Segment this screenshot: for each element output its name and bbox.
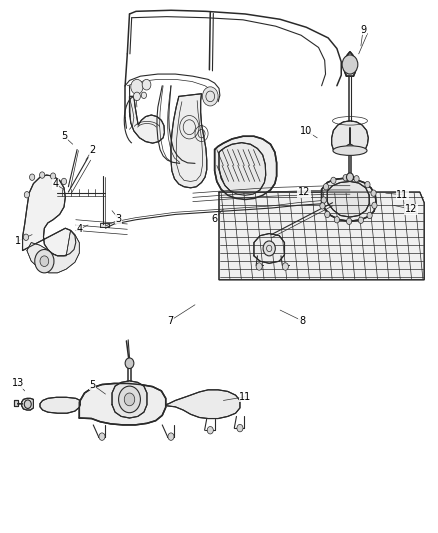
- Circle shape: [40, 256, 49, 266]
- Circle shape: [256, 263, 262, 270]
- Circle shape: [365, 181, 370, 188]
- Circle shape: [35, 249, 54, 273]
- Circle shape: [125, 358, 134, 368]
- Circle shape: [50, 173, 56, 179]
- Text: 11: 11: [239, 392, 251, 402]
- Circle shape: [23, 234, 28, 240]
- Circle shape: [321, 197, 326, 203]
- Circle shape: [61, 178, 67, 184]
- Circle shape: [358, 217, 364, 223]
- Circle shape: [372, 202, 377, 208]
- Circle shape: [99, 433, 105, 440]
- Circle shape: [346, 144, 354, 155]
- Circle shape: [124, 393, 135, 406]
- Polygon shape: [130, 96, 164, 143]
- Text: 11: 11: [396, 190, 409, 200]
- Circle shape: [325, 211, 330, 217]
- Circle shape: [237, 424, 243, 432]
- Text: 12: 12: [405, 204, 417, 214]
- Text: 3: 3: [116, 214, 122, 224]
- Text: 5: 5: [89, 379, 95, 390]
- Polygon shape: [219, 192, 424, 280]
- Polygon shape: [321, 178, 376, 221]
- Polygon shape: [171, 94, 207, 188]
- Polygon shape: [215, 136, 277, 199]
- Polygon shape: [327, 181, 369, 217]
- Text: 10: 10: [300, 126, 312, 136]
- Text: 8: 8: [299, 316, 305, 326]
- Circle shape: [346, 218, 352, 224]
- Ellipse shape: [333, 146, 367, 156]
- Circle shape: [134, 92, 141, 101]
- Circle shape: [168, 433, 174, 440]
- Polygon shape: [254, 233, 285, 263]
- Circle shape: [141, 92, 147, 99]
- Circle shape: [323, 183, 328, 190]
- Circle shape: [24, 400, 31, 408]
- Circle shape: [331, 177, 336, 183]
- Circle shape: [320, 203, 325, 209]
- Text: 9: 9: [360, 25, 366, 35]
- Circle shape: [342, 55, 358, 74]
- Circle shape: [354, 175, 359, 182]
- Circle shape: [346, 173, 353, 181]
- Text: 4: 4: [76, 224, 82, 235]
- Circle shape: [367, 212, 372, 219]
- Circle shape: [39, 172, 45, 178]
- Circle shape: [207, 426, 213, 434]
- Circle shape: [343, 174, 348, 181]
- Text: 4: 4: [52, 179, 58, 189]
- Text: 13: 13: [12, 378, 24, 389]
- Circle shape: [119, 386, 141, 413]
- Polygon shape: [344, 52, 356, 76]
- Polygon shape: [79, 383, 166, 425]
- Polygon shape: [332, 121, 368, 152]
- Circle shape: [24, 191, 29, 198]
- Circle shape: [29, 174, 35, 180]
- Text: 7: 7: [167, 316, 173, 326]
- Polygon shape: [112, 381, 147, 418]
- Text: 6: 6: [212, 214, 218, 224]
- Circle shape: [371, 190, 376, 196]
- Polygon shape: [219, 143, 266, 195]
- Polygon shape: [100, 223, 109, 227]
- Circle shape: [142, 79, 151, 90]
- Circle shape: [263, 241, 276, 256]
- Circle shape: [283, 263, 288, 270]
- Circle shape: [131, 79, 143, 94]
- Text: 2: 2: [89, 144, 95, 155]
- Text: 1: 1: [15, 236, 21, 246]
- Polygon shape: [40, 397, 80, 413]
- Polygon shape: [27, 230, 79, 273]
- Polygon shape: [14, 400, 18, 406]
- Text: 5: 5: [61, 131, 67, 141]
- Circle shape: [334, 216, 339, 223]
- Polygon shape: [22, 175, 76, 256]
- Text: 12: 12: [298, 187, 311, 197]
- Circle shape: [202, 87, 218, 106]
- Polygon shape: [21, 398, 33, 410]
- Polygon shape: [166, 390, 240, 418]
